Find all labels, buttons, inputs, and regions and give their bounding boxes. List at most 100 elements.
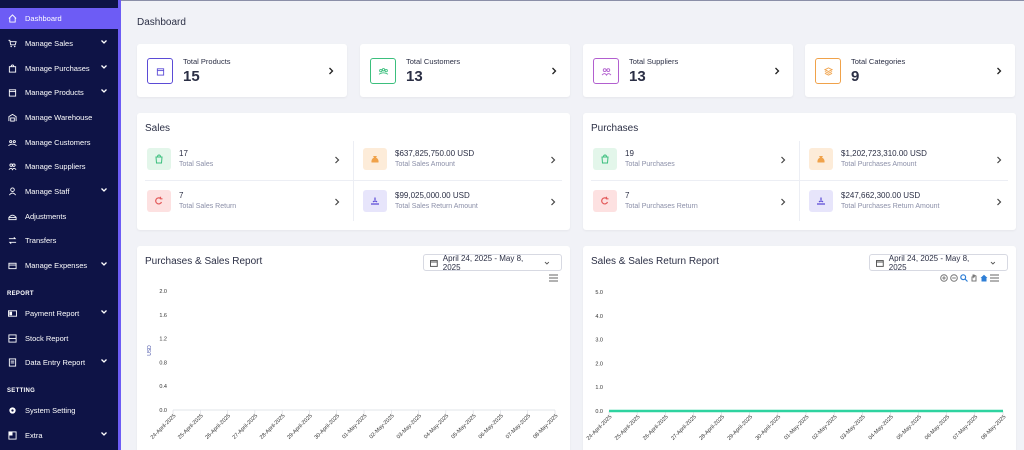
date-range-picker[interactable]: April 24, 2025 - May 8, 2025 [423,254,562,272]
x-tick-label: 04-May-2025 [423,413,450,440]
zoom-out-icon[interactable] [950,274,958,282]
magnify-icon[interactable] [960,274,968,282]
stat-value: 13 [629,68,646,85]
sidebar-item-payment-report[interactable]: Payment Report [0,303,118,324]
sales-summary-card: Sales 17 Total Sales $637,825,750.00 USD To… [137,113,570,230]
sidebar-item-manage-customers[interactable]: Manage Customers [0,132,118,153]
x-tick-label: 07-May-2025 [505,413,532,440]
y-tick-label: 1.6 [159,313,167,319]
stat-card-products[interactable]: Total Products 15 [137,44,347,97]
bag-icon [147,148,171,170]
warehouse-icon [8,113,17,122]
summary-value: $247,662,300.00 USD [841,191,921,200]
stat-label: Total Customers [406,57,461,66]
x-tick-label: 27-April-2025 [232,413,260,441]
chevron-right-icon [781,156,786,164]
sidebar-item-label: Data Entry Report [25,358,86,367]
summary-label: Total Purchases Amount [841,161,917,168]
sidebar-item-data-entry-report[interactable]: Data Entry Report [0,352,118,373]
sidebar-item-manage-purchases[interactable]: Manage Purchases [0,58,118,79]
x-tick-label: 06-May-2025 [924,414,951,441]
sales-return-report-card: Sales & Sales Return Report April 24, 20… [583,246,1016,450]
sidebar-item-stock-report[interactable]: Stock Report [0,328,118,349]
chevron-down-icon [101,310,107,314]
home-icon [8,14,17,23]
x-tick-label: 29-April-2025 [286,413,314,441]
stat-card-suppliers[interactable]: Total Suppliers 13 [583,44,793,97]
sales-summary-item[interactable]: 7 Total Sales Return [141,183,349,221]
sidebar-item-label: Transfers [25,236,57,245]
stat-card-categories[interactable]: Total Categories 9 [805,44,1015,97]
x-tick-label: 02-May-2025 [369,413,396,440]
chart-menu-icon[interactable] [549,274,558,282]
summary-value: 17 [179,149,188,158]
date-range-picker[interactable]: April 24, 2025 - May 8, 2025 [869,254,1008,272]
purchases-summary-item[interactable]: $1,202,723,310.00 USD Total Purchases Amo… [803,141,1011,179]
purchases-summary-item[interactable]: $247,662,300.00 USD Total Purchases Retur… [803,183,1011,221]
y-tick-label: 1.0 [595,385,603,391]
sidebar-item-label: Manage Warehouse [25,113,93,122]
stat-label: Total Categories [851,57,906,66]
summary-label: Total Purchases Return Amount [841,203,940,210]
zoom-in-icon[interactable] [940,274,948,282]
y-tick-label: 0.4 [159,384,167,390]
extra-icon [8,431,17,440]
x-tick-label: 05-May-2025 [450,413,477,440]
customers-icon [8,138,17,147]
suppliers-icon [8,162,17,171]
sidebar-section-setting: SETTING [7,388,36,394]
sidebar-item-manage-warehouse[interactable]: Manage Warehouse [0,107,118,128]
bag-icon [8,64,17,73]
y-tick-label: 4.0 [595,314,603,320]
sidebar: Dashboard Manage Sales Manage Purchases Man… [0,0,121,450]
sidebar-item-transfers[interactable]: Transfers [0,230,118,251]
transfer-icon [8,236,17,245]
adjust-icon [8,212,17,221]
chevron-right-icon [551,198,556,206]
sidebar-item-adjustments[interactable]: Adjustments [0,206,118,227]
pan-hand-icon[interactable] [970,274,978,282]
purchases-summary-item[interactable]: 19 Total Purchases [587,141,795,179]
sales-summary-item[interactable]: $99,025,000.00 USD Total Sales Return Amo… [357,183,565,221]
stat-value: 9 [851,68,860,85]
chevron-down-icon [101,188,107,192]
sidebar-item-system-setting[interactable]: System Setting [0,400,118,421]
sales-summary-item[interactable]: $637,825,750.00 USD Total Sales Amount [357,141,565,179]
chart-menu-icon[interactable] [990,274,999,282]
chevron-right-icon [775,67,780,75]
chevron-right-icon [997,67,1002,75]
y-tick-label: 3.0 [595,338,603,344]
summary-label: Total Sales Return [179,203,237,210]
sidebar-item-manage-sales[interactable]: Manage Sales [0,33,118,54]
stat-card-customers[interactable]: Total Customers 13 [360,44,570,97]
sales-summary-item[interactable]: 17 Total Sales [141,141,349,179]
return-icon [593,190,617,212]
x-tick-label: 03-May-2025 [396,413,423,440]
stat-label: Total Suppliers [629,57,679,66]
stock-icon [8,334,17,343]
summary-value: $99,025,000.00 USD [395,191,470,200]
summary-label: Total Sales Return Amount [395,203,478,210]
sidebar-item-dashboard[interactable]: Dashboard [0,8,118,29]
x-tick-label: 06-May-2025 [478,413,505,440]
sidebar-item-manage-expenses[interactable]: Manage Expenses [0,255,118,276]
y-tick-label: 5.0 [595,290,603,296]
sidebar-item-label: Dashboard [25,14,62,23]
divider [145,180,562,181]
chevron-right-icon [781,198,786,206]
chevron-down-icon [101,262,107,266]
purchases-summary-item[interactable]: 7 Total Purchases Return [587,183,795,221]
sidebar-item-manage-staff[interactable]: Manage Staff [0,181,118,202]
x-tick-label: 08-May-2025 [532,413,559,440]
x-tick-label: 04-May-2025 [868,414,895,441]
summary-value: 19 [625,149,634,158]
reset-home-icon[interactable] [980,274,988,282]
chevron-right-icon [329,67,334,75]
chevron-right-icon [552,67,557,75]
bag-icon [593,148,617,170]
money-bag-icon [809,148,833,170]
sidebar-item-extra[interactable]: Extra [0,425,118,446]
chevron-down-icon [544,261,550,265]
sidebar-item-manage-products[interactable]: Manage Products [0,82,118,103]
sidebar-item-manage-suppliers[interactable]: Manage Suppliers [0,156,118,177]
